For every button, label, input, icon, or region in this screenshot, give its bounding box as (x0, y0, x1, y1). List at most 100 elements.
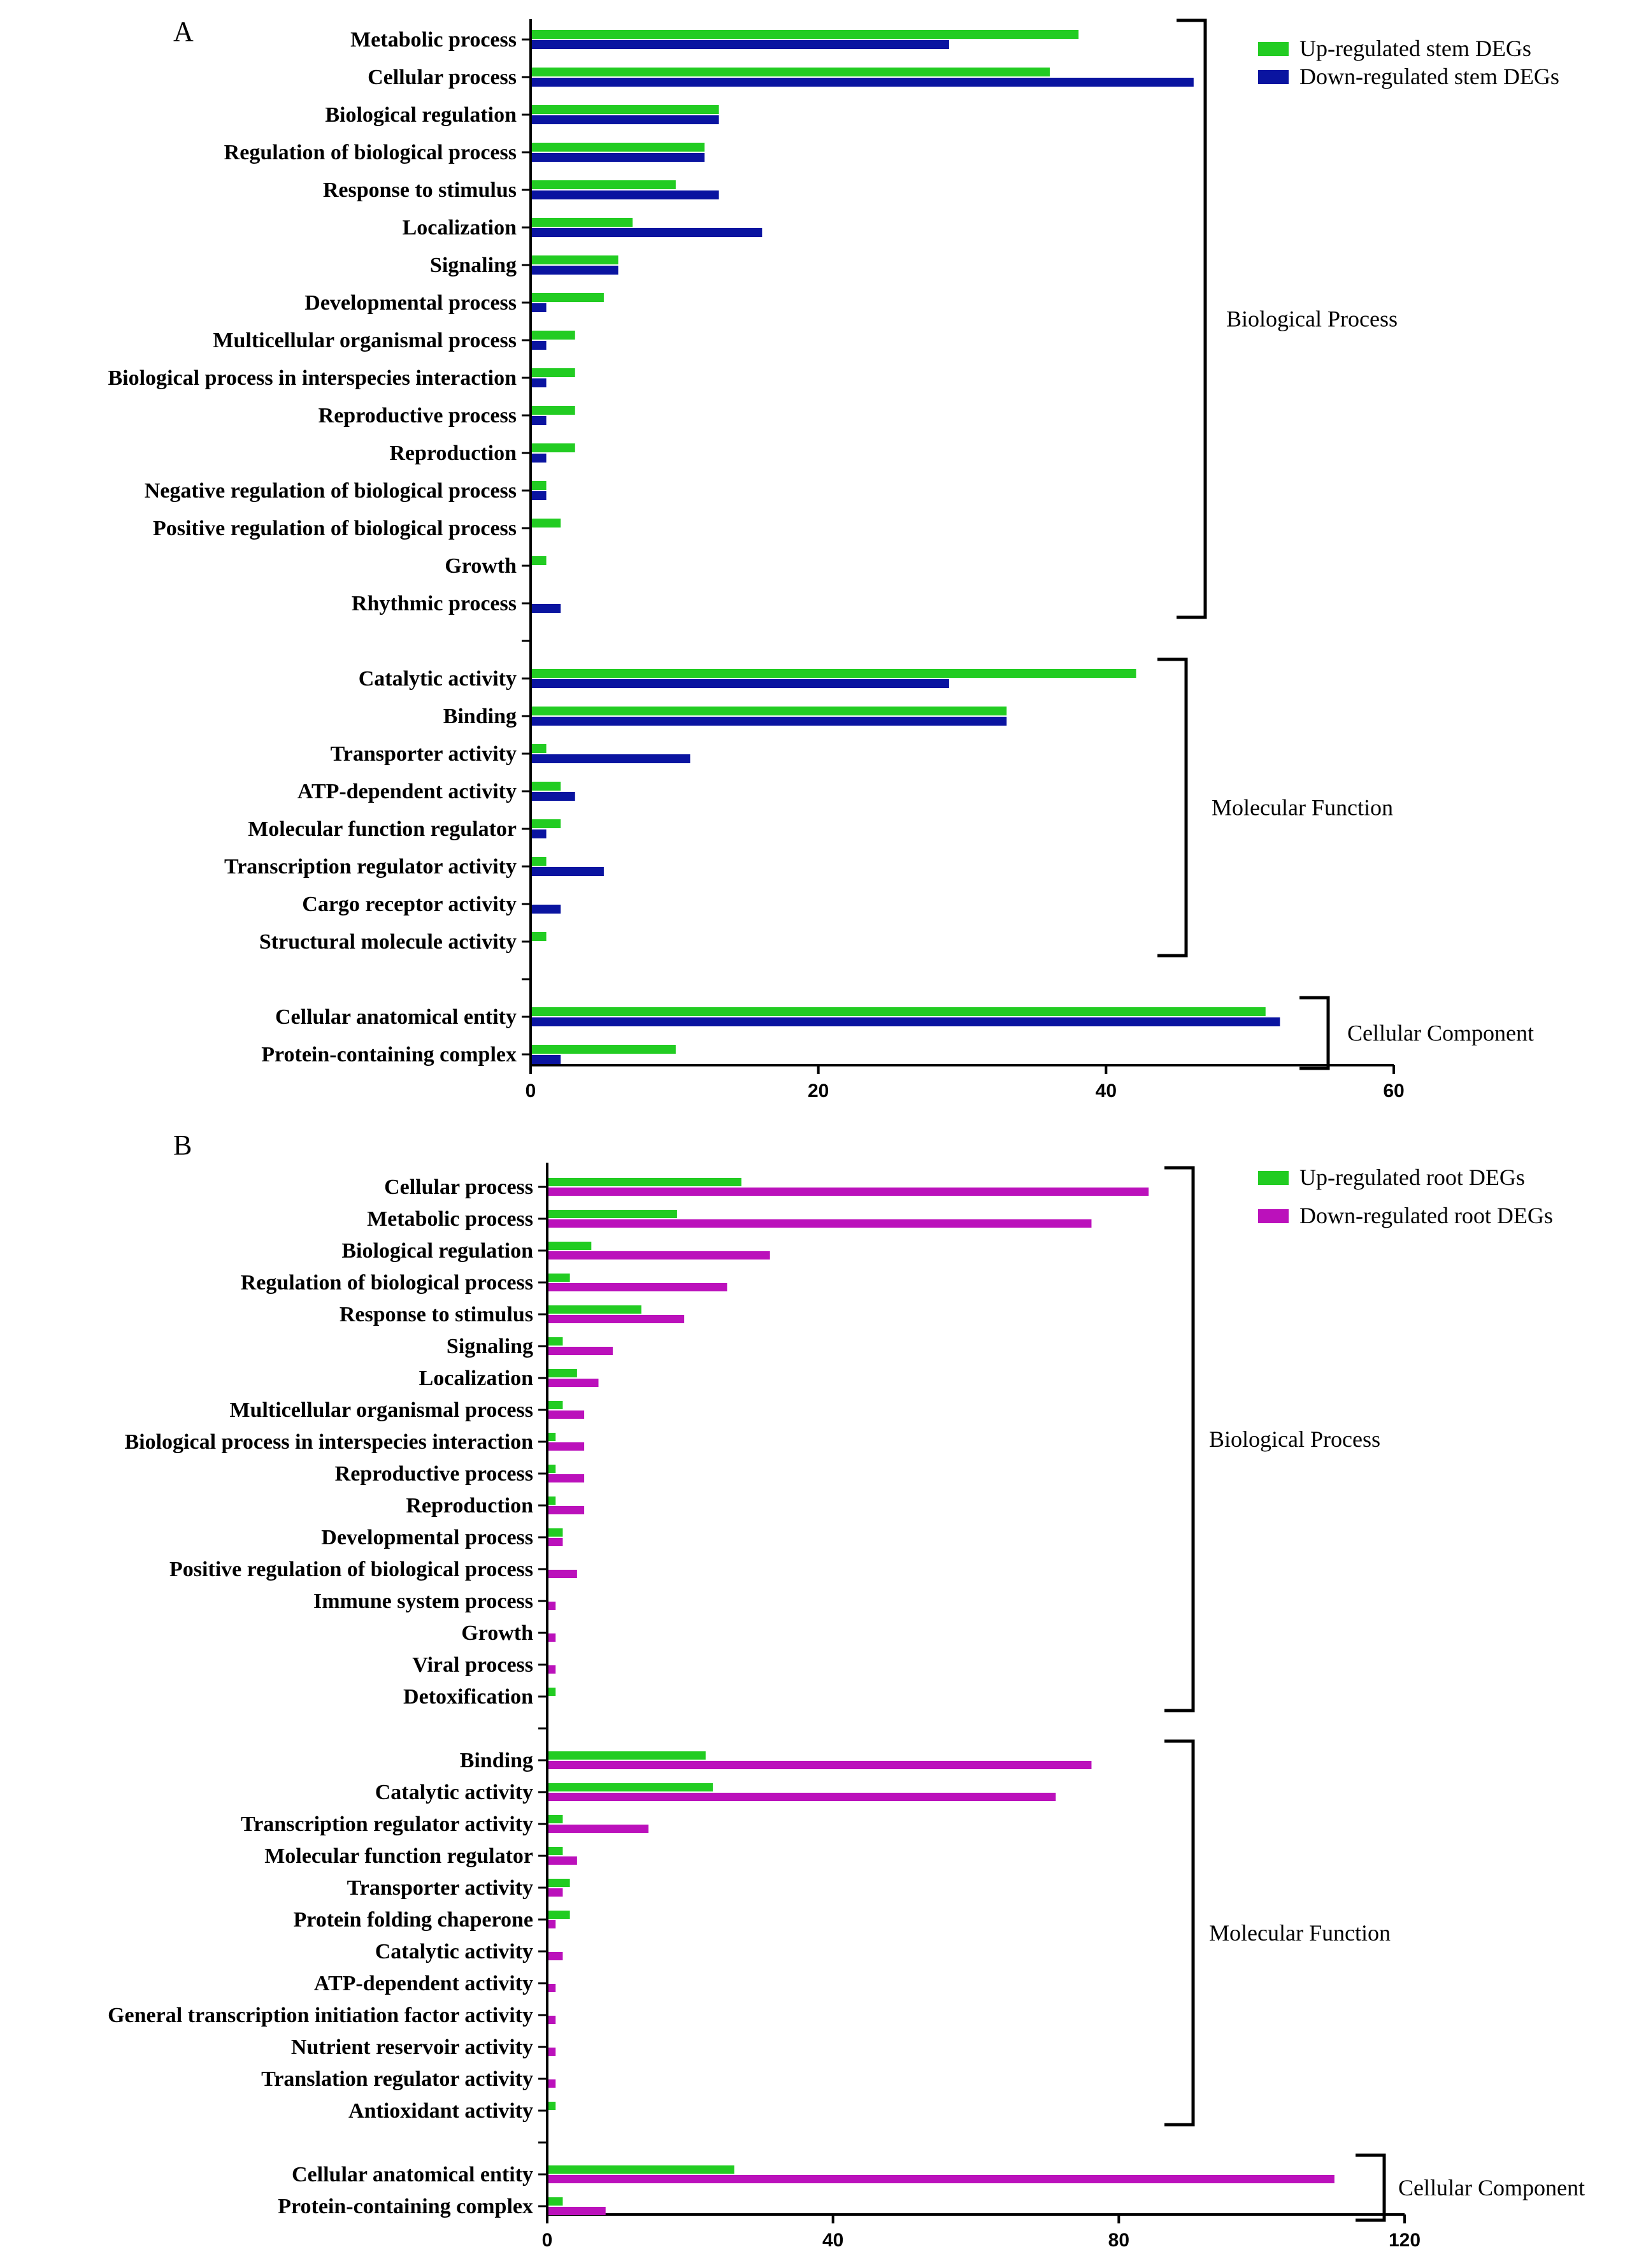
bar-up-antioxidant-activity (548, 2102, 556, 2110)
bar-down-transcription-regulator-activity (532, 867, 604, 876)
group-bracket-biological-process (1164, 1166, 1195, 1712)
category-label-metabolic-process: Metabolic process (350, 28, 517, 52)
bar-down-biological-regulation (548, 1251, 770, 1260)
category-label-multicellular-organismal-process: Multicellular organismal process (229, 1398, 533, 1422)
category-label-atp-dependent-activity: ATP-dependent activity (314, 1972, 533, 1995)
x-tick-label: 60 (1383, 1080, 1404, 1102)
category-label-atp-dependent-activity: ATP-dependent activity (297, 780, 517, 803)
bar-down-transporter-activity (532, 754, 691, 763)
bar-down-biological-process-in-interspecies-interaction (532, 378, 547, 387)
bar-down-multicellular-organismal-process (532, 341, 547, 350)
category-label-transporter-activity: Transporter activity (347, 1876, 533, 1900)
bar-up-transporter-activity (548, 1879, 570, 1887)
x-tick-label: 80 (1108, 2230, 1129, 2251)
bar-up-localization (532, 218, 633, 227)
bar-down-molecular-function-regulator (548, 1856, 577, 1865)
bar-up-protein-folding-chaperone (548, 1911, 570, 1919)
category-label-biological-process-in-interspecies-interaction: Biological process in interspecies inter… (108, 366, 517, 390)
bar-down-immune-system-process (548, 1602, 556, 1610)
bar-up-reproductive-process (548, 1465, 556, 1473)
bar-up-binding (532, 707, 1007, 715)
category-label-cellular-anatomical-entity: Cellular anatomical entity (275, 1005, 517, 1029)
bar-down-atp-dependent-activity (532, 792, 575, 801)
bar-down-cellular-process (548, 1188, 1149, 1196)
category-label-viral-process: Viral process (412, 1653, 533, 1677)
group-bracket-cellular-component (1299, 996, 1330, 1070)
bar-down-positive-regulation-of-biological-process (548, 1570, 577, 1578)
category-label-localization: Localization (403, 216, 517, 240)
bar-down-cargo-receptor-activity (532, 905, 561, 914)
bar-down-reproductive-process (532, 416, 547, 425)
category-label-binding: Binding (460, 1749, 533, 1772)
bar-down-metabolic-process (548, 1219, 1092, 1228)
category-label-response-to-stimulus: Response to stimulus (323, 178, 517, 202)
category-label-reproductive-process: Reproductive process (335, 1462, 533, 1486)
bar-up-molecular-function-regulator (532, 819, 561, 828)
bar-up-metabolic-process (532, 30, 1079, 39)
x-tick-label: 40 (1096, 1080, 1117, 1102)
bar-up-protein-containing-complex (532, 1045, 676, 1054)
category-label-developmental-process: Developmental process (304, 291, 517, 315)
bar-down-general-transcription-initiation-factor-activity (548, 2016, 556, 2024)
bar-up-developmental-process (532, 293, 604, 302)
group-bracket-cellular-component (1356, 2153, 1386, 2222)
category-label-positive-regulation-of-biological-process: Positive regulation of biological proces… (153, 517, 517, 540)
category-label-transcription-regulator-activity: Transcription regulator activity (241, 1812, 533, 1836)
bar-up-transcription-regulator-activity (532, 857, 547, 866)
bar-down-rhythmic-process (532, 604, 561, 613)
bar-down-catalytic-activity (548, 1793, 1056, 1801)
bar-up-catalytic-activity (532, 669, 1136, 678)
category-label-signaling: Signaling (430, 254, 517, 277)
bar-up-positive-regulation-of-biological-process (532, 519, 561, 528)
bar-down-response-to-stimulus (548, 1315, 685, 1323)
category-label-reproductive-process: Reproductive process (319, 404, 517, 427)
bar-up-biological-regulation (532, 105, 719, 114)
bar-down-developmental-process (548, 1538, 563, 1546)
category-label-cellular-anatomical-entity: Cellular anatomical entity (292, 2163, 533, 2186)
bar-down-reproduction (532, 454, 547, 463)
category-label-rhythmic-process: Rhythmic process (352, 592, 517, 615)
category-label-multicellular-organismal-process: Multicellular organismal process (213, 329, 517, 352)
bar-up-molecular-function-regulator (548, 1847, 563, 1855)
category-label-growth: Growth (445, 554, 517, 578)
category-label-positive-regulation-of-biological-process: Positive regulation of biological proces… (169, 1558, 533, 1581)
group-label-molecular-function: Molecular Function (1212, 795, 1393, 821)
bar-down-nutrient-reservoir-activity (548, 2048, 556, 2056)
category-label-protein-folding-chaperone: Protein folding chaperone (293, 1908, 533, 1932)
bar-down-response-to-stimulus (532, 190, 719, 199)
bar-up-cellular-anatomical-entity (548, 2165, 734, 2174)
bar-down-signaling (548, 1347, 613, 1355)
bar-up-transporter-activity (532, 744, 547, 753)
bar-down-molecular-function-regulator (532, 829, 547, 838)
category-label-reproduction: Reproduction (389, 441, 517, 465)
category-label-biological-regulation: Biological regulation (325, 103, 517, 127)
bar-up-localization (548, 1369, 577, 1377)
bar-up-metabolic-process (548, 1210, 677, 1218)
legend-label-0: Up-regulated stem DEGs (1299, 36, 1531, 61)
bar-down-catalytic-activity (532, 679, 949, 688)
category-label-catalytic-activity: Catalytic activity (375, 1940, 533, 1963)
bar-up-reproduction (548, 1496, 556, 1505)
category-label-regulation-of-biological-process: Regulation of biological process (241, 1271, 533, 1295)
bar-up-cellular-anatomical-entity (532, 1007, 1266, 1016)
bar-up-reproductive-process (532, 406, 575, 415)
legend-swatch-0 (1258, 42, 1289, 56)
bar-up-response-to-stimulus (532, 180, 676, 189)
bar-up-response-to-stimulus (548, 1305, 641, 1314)
x-tick-label: 0 (542, 2230, 553, 2251)
bar-down-binding (548, 1761, 1092, 1769)
bar-up-multicellular-organismal-process (548, 1401, 563, 1409)
panel-b-root-degs: B 0 40 80 120 Cellular process Metabolic proce… (108, 1130, 1585, 2251)
bar-down-biological-regulation (532, 115, 719, 124)
category-label-catalytic-activity: Catalytic activity (375, 1781, 533, 1804)
category-label-structural-molecule-activity: Structural molecule activity (259, 930, 517, 954)
category-label-nutrient-reservoir-activity: Nutrient reservoir activity (291, 2035, 533, 2059)
category-label-negative-regulation-of-biological-process: Negative regulation of biological proces… (145, 479, 517, 503)
bar-down-transporter-activity (548, 1888, 563, 1897)
bar-down-localization (548, 1379, 599, 1387)
bar-up-biological-process-in-interspecies-interaction (532, 368, 575, 377)
category-label-binding: Binding (443, 705, 517, 728)
bar-down-developmental-process (532, 303, 547, 312)
legend-swatch-1 (1258, 70, 1289, 84)
bar-down-protein-containing-complex (532, 1055, 561, 1064)
